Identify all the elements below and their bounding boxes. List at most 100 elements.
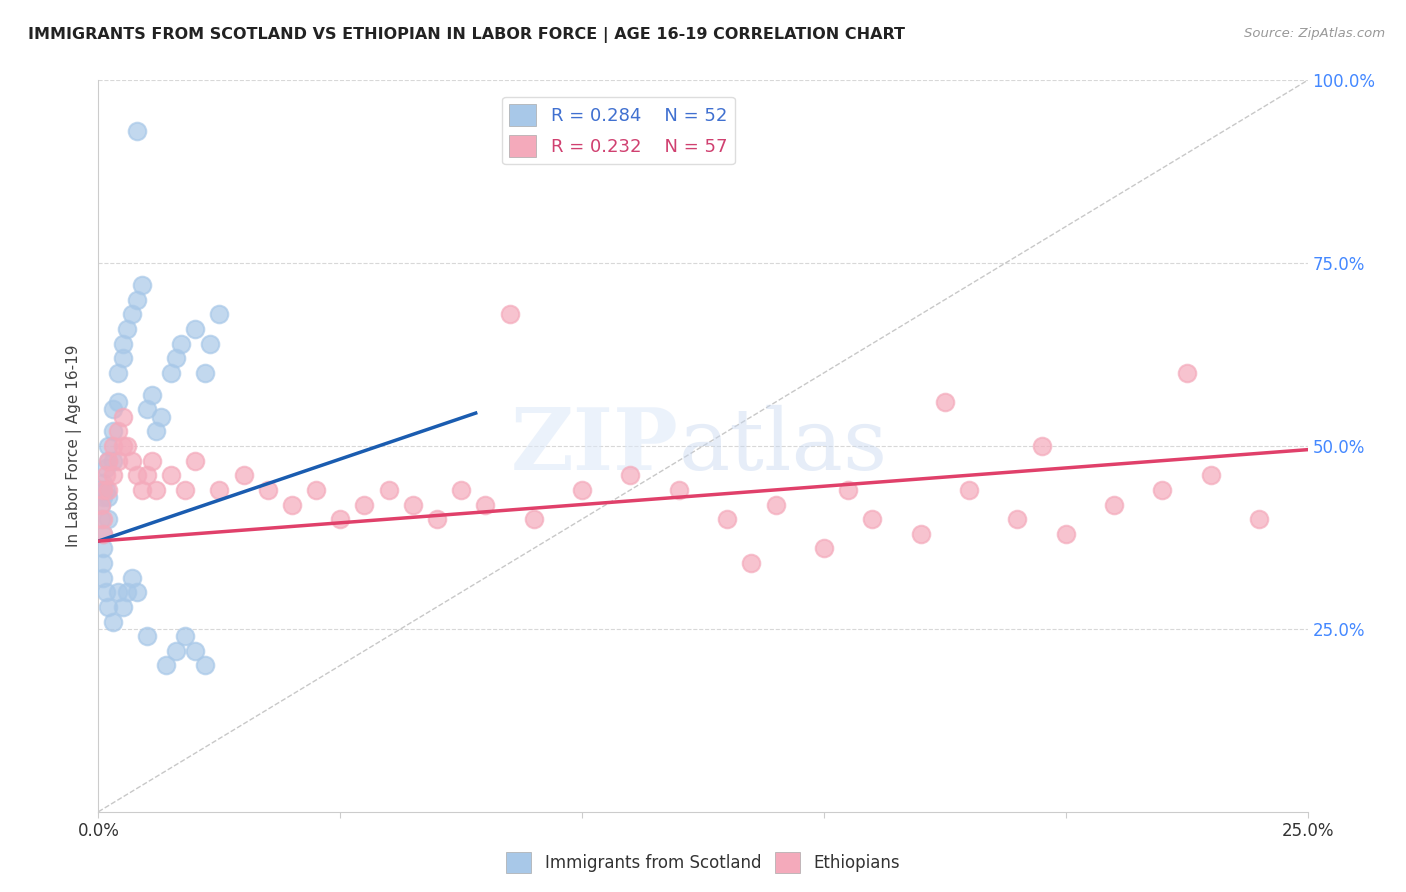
Point <box>127 124 149 138</box>
Point <box>174 629 197 643</box>
Point <box>121 571 143 585</box>
Point <box>101 615 124 629</box>
Y-axis label: In Labor Force | Age 16-19: In Labor Force | Age 16-19 <box>66 344 83 548</box>
Point <box>194 366 217 380</box>
Point <box>91 556 114 570</box>
Point <box>107 585 129 599</box>
Point <box>94 468 117 483</box>
Point <box>1175 366 1198 380</box>
Text: IMMIGRANTS FROM SCOTLAND VS ETHIOPIAN IN LABOR FORCE | AGE 16-19 CORRELATION CHA: IMMIGRANTS FROM SCOTLAND VS ETHIOPIAN IN… <box>28 27 905 43</box>
Text: atlas: atlas <box>679 404 889 488</box>
Point <box>619 468 641 483</box>
Point <box>107 366 129 380</box>
Point <box>184 453 207 467</box>
Point <box>160 366 183 380</box>
Text: ZIP: ZIP <box>510 404 679 488</box>
Point <box>305 483 328 497</box>
Point <box>145 483 167 497</box>
Point <box>150 409 173 424</box>
Point <box>1031 439 1053 453</box>
Point <box>107 395 129 409</box>
Point <box>281 498 304 512</box>
Point <box>97 490 120 504</box>
Point <box>498 307 520 321</box>
Point <box>107 425 129 439</box>
Point <box>91 475 114 490</box>
Point <box>127 293 149 307</box>
Point <box>135 468 157 483</box>
Point <box>165 351 187 366</box>
Point <box>141 453 163 467</box>
Point <box>450 483 472 497</box>
Point <box>174 483 197 497</box>
Point <box>97 439 120 453</box>
Point <box>97 453 120 467</box>
Point <box>97 453 120 467</box>
Point <box>1152 483 1174 497</box>
Point <box>111 409 134 424</box>
Point <box>934 395 956 409</box>
Point <box>910 526 932 541</box>
Point <box>957 483 980 497</box>
Point <box>90 512 112 526</box>
Point <box>523 512 546 526</box>
Point <box>165 644 187 658</box>
Point <box>716 512 738 526</box>
Point <box>184 644 207 658</box>
Point <box>426 512 449 526</box>
Point <box>765 498 787 512</box>
Point <box>1199 468 1222 483</box>
Point <box>111 351 134 366</box>
Point <box>117 322 139 336</box>
Point <box>837 483 859 497</box>
Point <box>90 498 112 512</box>
Point <box>111 439 134 453</box>
Point <box>101 468 124 483</box>
Point <box>101 402 124 417</box>
Point <box>97 599 120 614</box>
Point <box>402 498 425 512</box>
Point <box>131 278 153 293</box>
Point <box>813 541 835 556</box>
Point <box>94 483 117 497</box>
Point <box>97 512 120 526</box>
Point <box>353 498 375 512</box>
Legend: Immigrants from Scotland, Ethiopians: Immigrants from Scotland, Ethiopians <box>499 846 907 880</box>
Point <box>571 483 593 497</box>
Point <box>860 512 883 526</box>
Point <box>135 629 157 643</box>
Point <box>127 585 149 599</box>
Point <box>474 498 496 512</box>
Text: Source: ZipAtlas.com: Source: ZipAtlas.com <box>1244 27 1385 40</box>
Point <box>160 468 183 483</box>
Point <box>329 512 352 526</box>
Point <box>111 599 134 614</box>
Point <box>155 658 177 673</box>
Point <box>198 336 221 351</box>
Point <box>1102 498 1125 512</box>
Point <box>101 425 124 439</box>
Point <box>94 585 117 599</box>
Point <box>208 307 231 321</box>
Point <box>91 526 114 541</box>
Point <box>740 556 762 570</box>
Point <box>169 336 191 351</box>
Point <box>91 571 114 585</box>
Point <box>194 658 217 673</box>
Legend: R = 0.284    N = 52, R = 0.232    N = 57: R = 0.284 N = 52, R = 0.232 N = 57 <box>502 96 734 164</box>
Point <box>101 453 124 467</box>
Point <box>121 307 143 321</box>
Point <box>232 468 254 483</box>
Point <box>256 483 278 497</box>
Point <box>208 483 231 497</box>
Point <box>145 425 167 439</box>
Point <box>131 483 153 497</box>
Point <box>101 439 124 453</box>
Point <box>117 439 139 453</box>
Point <box>127 468 149 483</box>
Point <box>90 498 112 512</box>
Point <box>377 483 399 497</box>
Point <box>91 541 114 556</box>
Point <box>91 483 114 497</box>
Point <box>117 585 139 599</box>
